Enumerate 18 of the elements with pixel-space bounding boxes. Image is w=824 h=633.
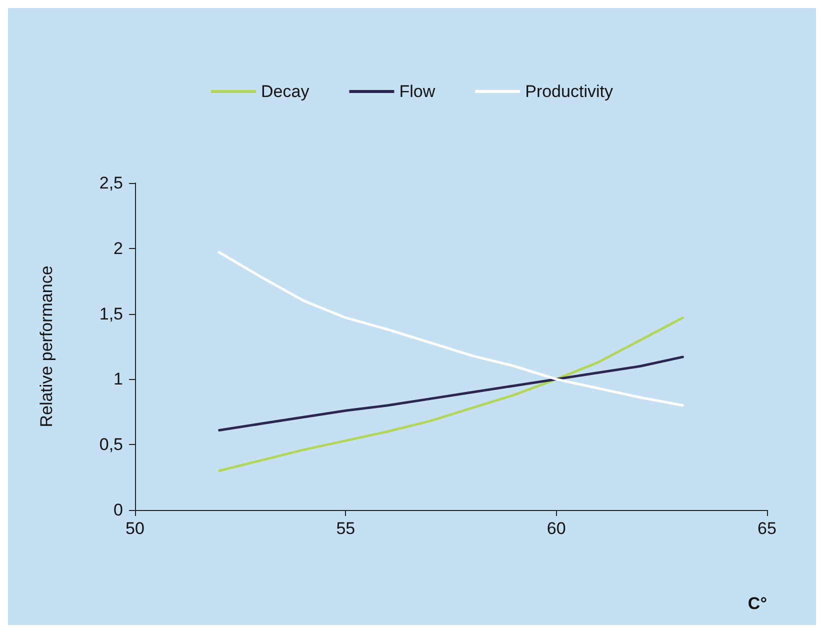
y-tick-label: 1,5 xyxy=(99,304,123,324)
y-tick-label: 2,5 xyxy=(99,174,123,192)
line-series xyxy=(218,251,684,407)
legend-label: Decay xyxy=(261,82,310,101)
legend-label: Flow xyxy=(399,82,436,101)
legend-label: Productivity xyxy=(525,82,614,101)
y-tick-label: 1 xyxy=(114,370,123,389)
y-tick-label: 0,5 xyxy=(99,435,123,454)
y-axis-title: Relative performance xyxy=(37,266,56,428)
x-tick-label: 60 xyxy=(546,519,566,538)
line-series xyxy=(218,316,684,472)
x-tick-label: 50 xyxy=(126,519,144,538)
x-axis-title: C° xyxy=(748,594,768,613)
y-tick-label: 2 xyxy=(114,238,123,258)
x-tick-label: 65 xyxy=(758,519,776,538)
line-series xyxy=(218,356,684,432)
y-tick-label: 0 xyxy=(114,500,123,520)
x-tick-label: 55 xyxy=(336,519,356,538)
